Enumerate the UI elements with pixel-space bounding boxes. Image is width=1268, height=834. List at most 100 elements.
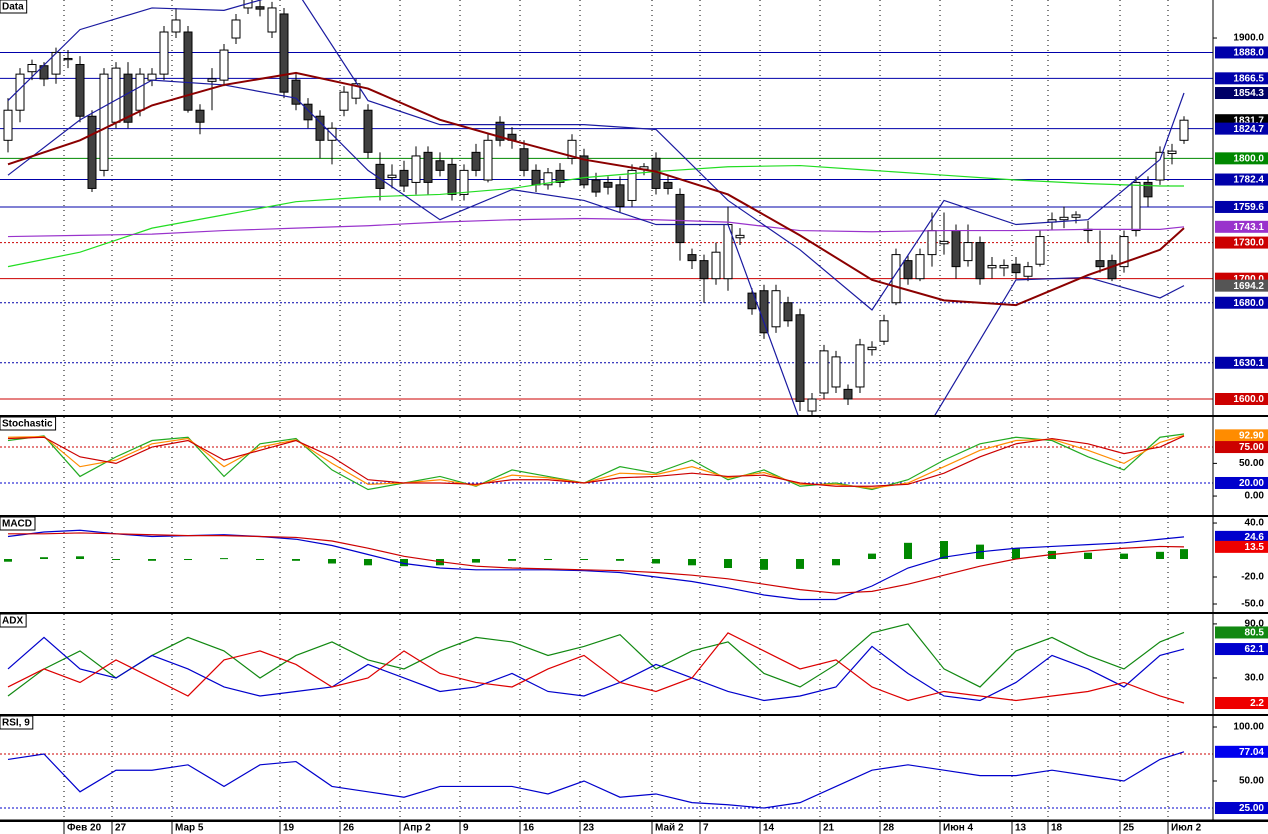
histogram-bar — [292, 559, 300, 561]
candle-body — [27, 63, 37, 73]
candle-body — [159, 31, 169, 75]
date-label: Апр 2 — [403, 823, 431, 834]
panel-title-bg — [0, 715, 34, 730]
candle-body — [603, 181, 613, 188]
candle-body — [219, 49, 229, 81]
level-label: 1782.4 — [1233, 175, 1264, 186]
indicator-line — [7, 433, 1185, 491]
histogram-bar — [328, 559, 336, 564]
level-label: 1630.1 — [1233, 358, 1264, 369]
candle-body — [351, 83, 361, 99]
candle-body — [111, 67, 121, 123]
histogram-bar — [688, 559, 696, 566]
candle-body — [531, 169, 541, 186]
candle-body — [543, 172, 553, 186]
level-label: 80.5 — [1245, 628, 1265, 639]
level-label: 20.00 — [1239, 478, 1264, 489]
candle-body — [747, 292, 757, 310]
histogram-bar — [400, 559, 408, 567]
candle-body — [831, 356, 841, 388]
date-label: 18 — [1051, 823, 1063, 834]
candle-body — [867, 346, 877, 351]
level-label: 77.04 — [1239, 747, 1264, 758]
y-tick-label: 90.0 — [1245, 619, 1265, 630]
level-label: 75.00 — [1239, 442, 1264, 453]
level-label: 1694.2 — [1233, 281, 1264, 292]
candle-body — [75, 63, 85, 117]
candle-body — [195, 109, 205, 123]
level-label-box — [1215, 173, 1268, 186]
indicator-line — [7, 623, 1185, 697]
candle-body — [903, 260, 913, 280]
candle-body — [615, 184, 625, 207]
panel-plot — [0, 433, 1213, 491]
candle-body — [483, 139, 493, 181]
panel-title: Stochastic — [2, 419, 53, 430]
candle-body — [783, 302, 793, 322]
panel-title: RSI, 9 — [2, 718, 30, 729]
histogram-bar — [76, 556, 84, 560]
level-label: 13.5 — [1245, 542, 1265, 553]
panel-title: MACD — [2, 519, 32, 530]
level-label: 1680.0 — [1233, 298, 1264, 309]
histogram-bar — [868, 553, 876, 560]
candle-body — [771, 290, 781, 328]
indicator-line — [7, 435, 1185, 487]
histogram-bar — [508, 559, 516, 561]
histogram-bar — [940, 541, 948, 560]
indicator-line — [7, 79, 1185, 415]
candle-body — [279, 13, 289, 93]
date-label: 21 — [823, 823, 835, 834]
indicator-line — [7, 0, 1185, 311]
level-label: 2.2 — [1250, 698, 1264, 709]
date-label: Июл 2 — [1171, 823, 1202, 834]
indicator-line — [7, 434, 1185, 489]
candle-body — [1059, 216, 1069, 221]
candle-body — [231, 19, 241, 39]
histogram-bar — [580, 559, 588, 561]
candle-body — [675, 193, 685, 244]
y-tick-label: 0.00 — [1245, 491, 1265, 502]
histogram-bar — [4, 559, 12, 562]
candle-body — [99, 73, 109, 171]
date-label: 14 — [763, 823, 775, 834]
y-tick-label: -50.0 — [1241, 599, 1264, 610]
date-label: 16 — [523, 823, 535, 834]
date-label: Июн 4 — [943, 823, 974, 834]
level-label-box — [1215, 476, 1268, 489]
candle-body — [579, 155, 589, 186]
candle-body — [267, 7, 277, 33]
candle-body — [987, 264, 997, 269]
level-label: 1888.0 — [1233, 48, 1264, 59]
y-tick-label: 30.0 — [1245, 673, 1265, 684]
level-label-box — [1215, 643, 1268, 656]
histogram-bar — [832, 559, 840, 566]
date-label: 9 — [463, 823, 469, 834]
candle-body — [63, 57, 73, 61]
level-label-box — [1215, 530, 1268, 543]
candle-body — [627, 169, 637, 201]
date-label: 27 — [115, 823, 127, 834]
panel-title: Data — [2, 2, 24, 13]
level-label: 1824.7 — [1233, 124, 1264, 135]
level-label-box — [1215, 441, 1268, 454]
y-tick-label: 50.00 — [1239, 458, 1264, 469]
histogram-bar — [472, 559, 480, 563]
indicator-line — [8, 532, 1185, 594]
date-label: 19 — [283, 823, 295, 834]
histogram-bar — [760, 559, 768, 570]
date-label: 23 — [583, 823, 595, 834]
candle-body — [171, 19, 181, 33]
candle-body — [1167, 150, 1177, 155]
histogram-bar — [616, 559, 624, 561]
candle-body — [207, 78, 217, 82]
candle-body — [915, 254, 925, 280]
panel-plot — [0, 0, 1213, 415]
candle-body — [1131, 181, 1141, 232]
histogram-bar — [184, 559, 192, 561]
date-label: 26 — [343, 823, 355, 834]
level-label: 1800.0 — [1233, 153, 1264, 164]
level-label-box — [1215, 72, 1268, 85]
y-tick-label: -20.0 — [1241, 572, 1264, 583]
